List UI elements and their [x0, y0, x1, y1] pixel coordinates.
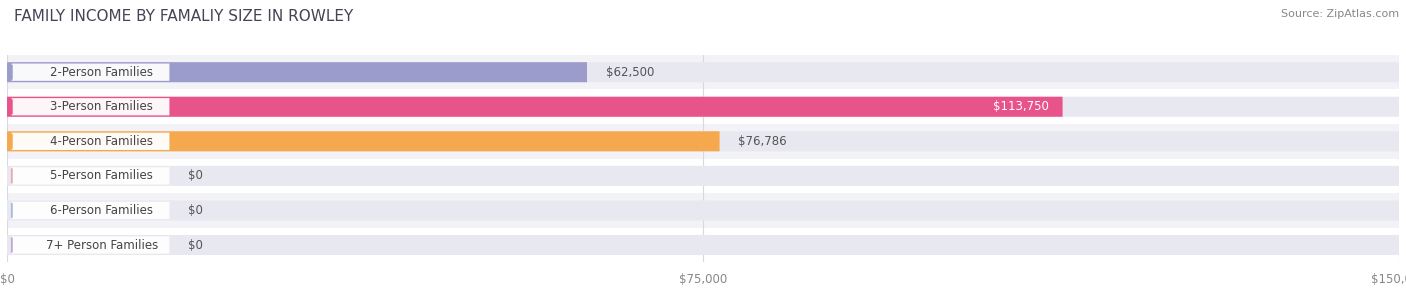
Bar [7, 228, 1399, 262]
FancyBboxPatch shape [7, 97, 1063, 117]
FancyBboxPatch shape [11, 63, 170, 81]
Text: 7+ Person Families: 7+ Person Families [45, 239, 157, 252]
Text: 2-Person Families: 2-Person Families [51, 66, 153, 79]
Text: $113,750: $113,750 [993, 100, 1049, 113]
FancyBboxPatch shape [7, 97, 1399, 117]
FancyBboxPatch shape [7, 62, 1399, 82]
Bar [7, 193, 1399, 228]
Text: $0: $0 [188, 169, 202, 182]
Text: 5-Person Families: 5-Person Families [51, 169, 153, 182]
Bar [7, 159, 1399, 193]
Text: 6-Person Families: 6-Person Families [51, 204, 153, 217]
Text: $62,500: $62,500 [606, 66, 654, 79]
FancyBboxPatch shape [7, 131, 1399, 151]
Text: 3-Person Families: 3-Person Families [51, 100, 153, 113]
Bar [7, 124, 1399, 159]
Text: 4-Person Families: 4-Person Families [51, 135, 153, 148]
FancyBboxPatch shape [7, 62, 588, 82]
FancyBboxPatch shape [7, 235, 1399, 255]
Bar [7, 55, 1399, 89]
FancyBboxPatch shape [11, 167, 170, 185]
FancyBboxPatch shape [11, 202, 170, 219]
FancyBboxPatch shape [7, 131, 720, 151]
Text: FAMILY INCOME BY FAMALIY SIZE IN ROWLEY: FAMILY INCOME BY FAMALIY SIZE IN ROWLEY [14, 9, 353, 24]
Text: $76,786: $76,786 [738, 135, 787, 148]
FancyBboxPatch shape [11, 98, 170, 115]
FancyBboxPatch shape [11, 133, 170, 150]
FancyBboxPatch shape [11, 236, 170, 254]
Text: Source: ZipAtlas.com: Source: ZipAtlas.com [1281, 9, 1399, 19]
FancyBboxPatch shape [7, 200, 1399, 221]
Text: $0: $0 [188, 239, 202, 252]
Text: $0: $0 [188, 204, 202, 217]
FancyBboxPatch shape [7, 166, 1399, 186]
Bar [7, 89, 1399, 124]
